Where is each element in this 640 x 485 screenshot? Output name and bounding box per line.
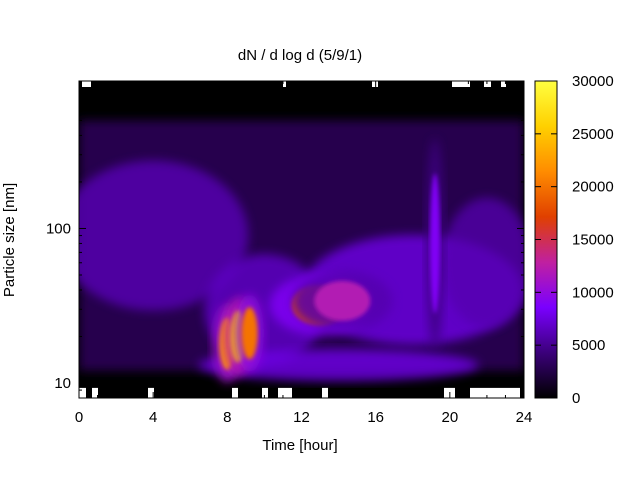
y-tick-label: 100	[46, 220, 71, 237]
gap-cell	[452, 81, 470, 87]
colorbar-tick-label: 0	[572, 390, 580, 407]
colorbar-tick-label: 25000	[572, 126, 614, 143]
gap-cell	[262, 387, 268, 398]
gap-cell	[283, 81, 286, 87]
gap-cell	[79, 387, 86, 398]
heat-region	[198, 349, 479, 382]
gap-cell	[501, 81, 506, 87]
y-axis-label: Particle size [nm]	[1, 183, 18, 297]
x-tick-label: 24	[516, 409, 533, 426]
plot-area	[79, 81, 524, 398]
gap-cell	[470, 387, 520, 398]
x-tick-label: 16	[367, 409, 384, 426]
heatmap-cells	[79, 120, 524, 383]
colorbar-tick-label: 15000	[572, 232, 614, 249]
heat-region	[79, 160, 249, 311]
gap-cell	[148, 387, 154, 398]
colorbar: 0 5000 10000 15000 20000 25000 30000	[534, 73, 614, 407]
gap-cell	[82, 81, 91, 87]
chart-title: dN / d log d (5/9/1)	[238, 47, 362, 64]
heat-peak	[314, 280, 371, 321]
colorbar-tick-label: 30000	[572, 73, 614, 90]
colorbar-ticks: 0 5000 10000 15000 20000 25000 30000	[535, 73, 614, 407]
gap-cell	[484, 81, 491, 87]
heat-peak	[241, 307, 258, 360]
gap-cell	[372, 81, 378, 87]
y-tick-label: 10	[54, 375, 71, 392]
x-axis-label: Time [hour]	[262, 437, 337, 454]
heat-peak	[430, 173, 440, 314]
x-axis: 0 4 8 12 16 20 24	[75, 81, 533, 426]
colorbar-tick-label: 5000	[572, 337, 605, 354]
gap-cell	[232, 387, 238, 398]
gap-cell	[278, 387, 292, 398]
x-tick-label: 4	[149, 409, 157, 426]
x-tick-label: 12	[293, 409, 310, 426]
x-tick-label: 8	[223, 409, 231, 426]
x-tick-label: 0	[75, 409, 83, 426]
x-tick-label: 20	[441, 409, 458, 426]
gap-cell	[92, 387, 98, 398]
colorbar-tick-label: 20000	[572, 179, 614, 196]
gap-cell	[322, 387, 328, 398]
y-axis: 10 100	[46, 80, 524, 399]
colorbar-tick-label: 10000	[572, 284, 614, 301]
heat-region	[441, 197, 524, 328]
